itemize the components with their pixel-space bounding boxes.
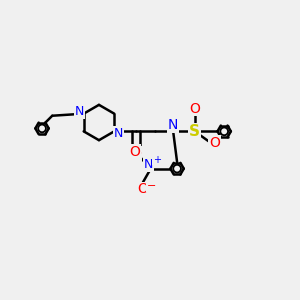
Text: N: N <box>113 127 123 140</box>
Text: N: N <box>168 118 178 133</box>
Text: S: S <box>189 124 200 139</box>
Text: N: N <box>144 158 154 171</box>
Text: O: O <box>130 145 140 159</box>
Text: O: O <box>189 102 200 116</box>
Text: N: N <box>75 105 84 118</box>
Text: O: O <box>209 136 220 150</box>
Text: +: + <box>153 155 160 165</box>
Text: O: O <box>137 182 148 196</box>
Text: −: − <box>147 181 156 191</box>
Text: O: O <box>130 147 141 161</box>
